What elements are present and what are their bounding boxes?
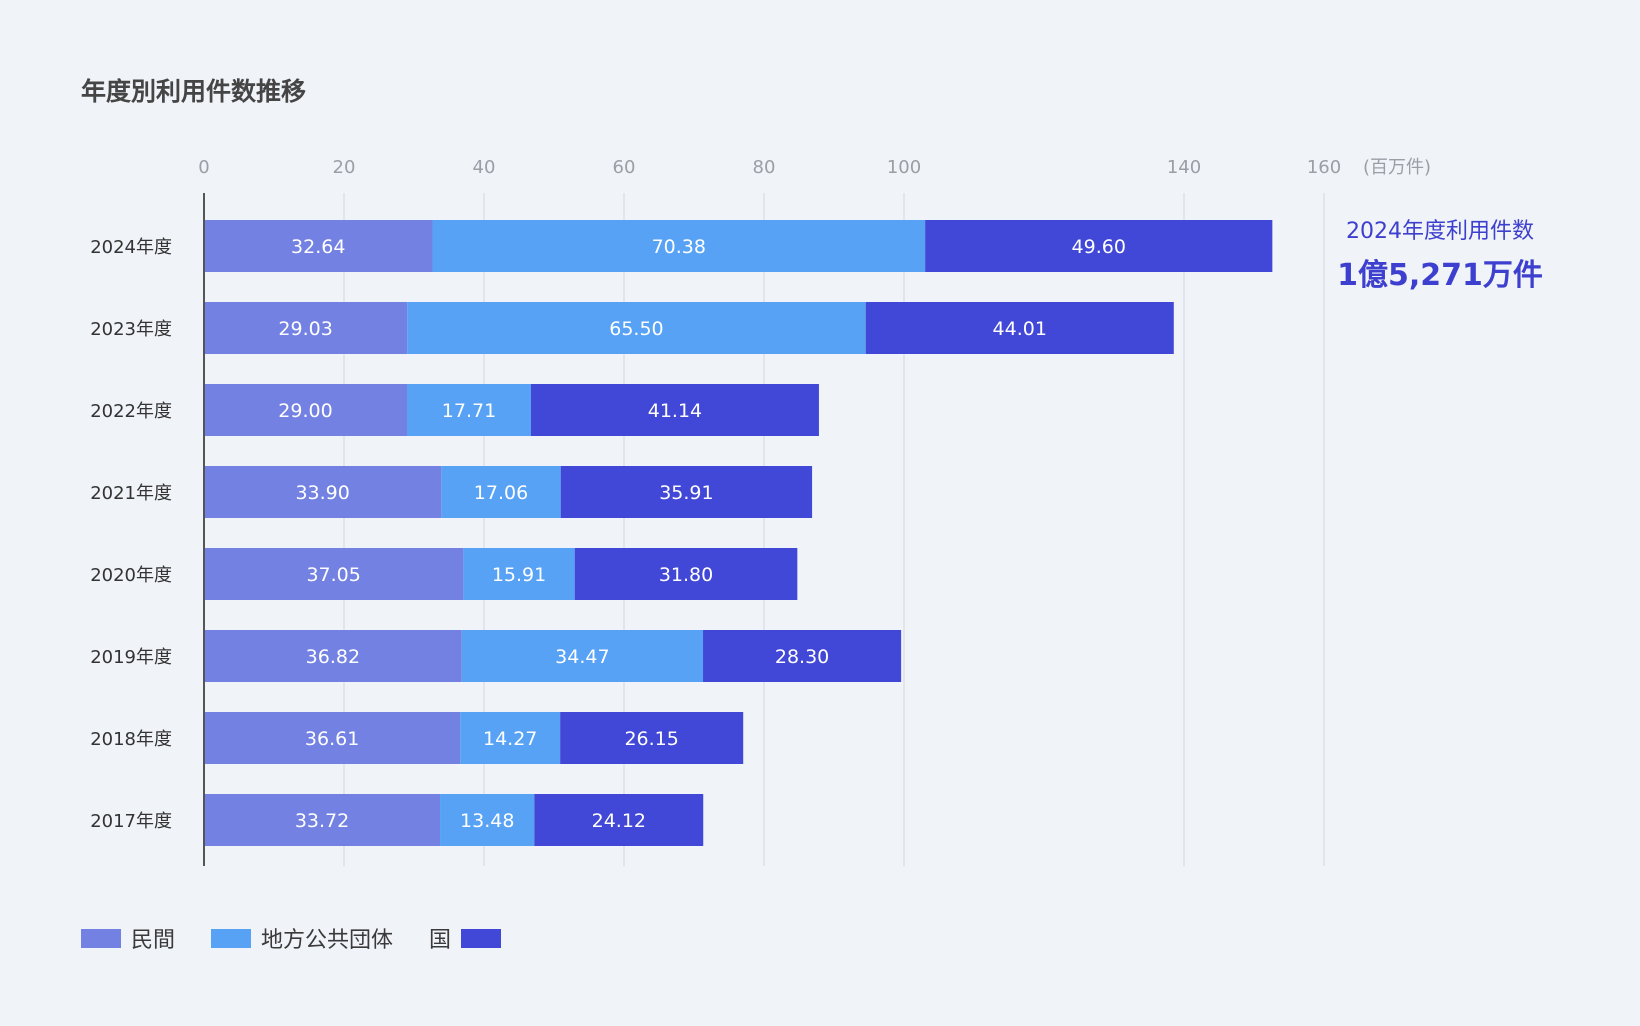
bar-value-label: 32.64	[291, 236, 345, 258]
legend-swatch-private	[81, 928, 121, 948]
bar-value-label: 17.06	[474, 482, 528, 504]
x-tick-label: 40	[473, 157, 496, 178]
x-tick-label: 60	[613, 157, 636, 178]
bar-segment	[574, 548, 798, 600]
bar-segment	[865, 302, 1174, 354]
category-label: 2020年度	[90, 565, 172, 586]
bar-value-label: 36.61	[305, 728, 359, 750]
legend-item-national: 国	[429, 922, 502, 954]
bar-segment	[560, 466, 813, 518]
category-label: 2022年度	[90, 401, 172, 422]
bar-value-label: 28.30	[775, 646, 829, 668]
x-unit-label: (百万件)	[1363, 157, 1431, 178]
bar-segment	[463, 548, 575, 600]
x-tick-label: 100	[887, 157, 921, 178]
bar-value-label: 15.91	[492, 564, 546, 586]
x-tick-label: 0	[198, 157, 209, 178]
x-tick-label: 160	[1307, 157, 1341, 178]
bar-value-label: 29.00	[278, 400, 332, 422]
bar-segment	[703, 630, 902, 682]
bar-segment	[204, 302, 408, 354]
bar-value-label: 70.38	[652, 236, 706, 258]
category-label: 2024年度	[90, 237, 172, 258]
bar-segment	[204, 466, 442, 518]
bar-segment	[432, 220, 926, 272]
callout-value: 1億5,271万件	[1337, 258, 1543, 293]
category-label: 2019年度	[90, 647, 172, 668]
bar-value-label: 24.12	[592, 810, 646, 832]
bar-value-label: 33.72	[295, 810, 349, 832]
legend-swatch-national	[461, 928, 502, 948]
bar-segment	[204, 794, 441, 846]
bar-segment	[441, 466, 561, 518]
category-label: 2021年度	[90, 483, 172, 504]
category-label: 2023年度	[90, 319, 172, 340]
bar-segment	[204, 712, 461, 764]
bar-value-label: 29.03	[278, 318, 332, 340]
bar-segment	[204, 630, 462, 682]
category-label: 2018年度	[90, 729, 172, 750]
bar-value-label: 34.47	[555, 646, 609, 668]
bar-value-label: 44.01	[993, 318, 1047, 340]
bar-value-label: 31.80	[659, 564, 713, 586]
callout-label: 2024年度利用件数	[1346, 219, 1534, 244]
bar-segment	[530, 384, 819, 436]
bar-segment	[440, 794, 535, 846]
legend-item-private: 民間	[81, 922, 175, 954]
chart-title: 年度別利用件数推移	[81, 77, 307, 106]
bar-value-label: 65.50	[609, 318, 663, 340]
bar-segment	[407, 302, 866, 354]
x-tick-label: 140	[1167, 157, 1201, 178]
bar-segment	[460, 712, 561, 764]
x-tick-label: 80	[753, 157, 776, 178]
bar-segment	[204, 548, 464, 600]
bar-segment	[204, 220, 433, 272]
bar-segment	[534, 794, 704, 846]
bar-segment	[204, 384, 407, 436]
bar-value-label: 17.71	[442, 400, 496, 422]
bar-segment	[925, 220, 1273, 272]
bar-value-label: 14.27	[483, 728, 537, 750]
bar-segment	[407, 384, 531, 436]
bar-segment	[461, 630, 704, 682]
bar-segment	[560, 712, 744, 764]
legend-item-local: 地方公共団体	[211, 922, 393, 954]
legend-label-national: 国	[429, 928, 452, 953]
bar-value-label: 33.90	[295, 482, 349, 504]
category-label: 2017年度	[90, 811, 172, 832]
bar-value-label: 37.05	[306, 564, 360, 586]
bar-value-label: 49.60	[1072, 236, 1126, 258]
bar-value-label: 35.91	[659, 482, 713, 504]
bar-value-label: 13.48	[460, 810, 514, 832]
bar-value-label: 26.15	[624, 728, 678, 750]
legend-swatch-local	[211, 928, 252, 948]
bar-value-label: 36.82	[306, 646, 360, 668]
legend-label-local: 地方公共団体	[261, 928, 394, 953]
bar-value-label: 41.14	[648, 400, 702, 422]
x-tick-label: 20	[333, 157, 356, 178]
legend-label-private: 民間	[131, 928, 176, 953]
legend: 民間 地方公共団体 国	[81, 922, 519, 954]
